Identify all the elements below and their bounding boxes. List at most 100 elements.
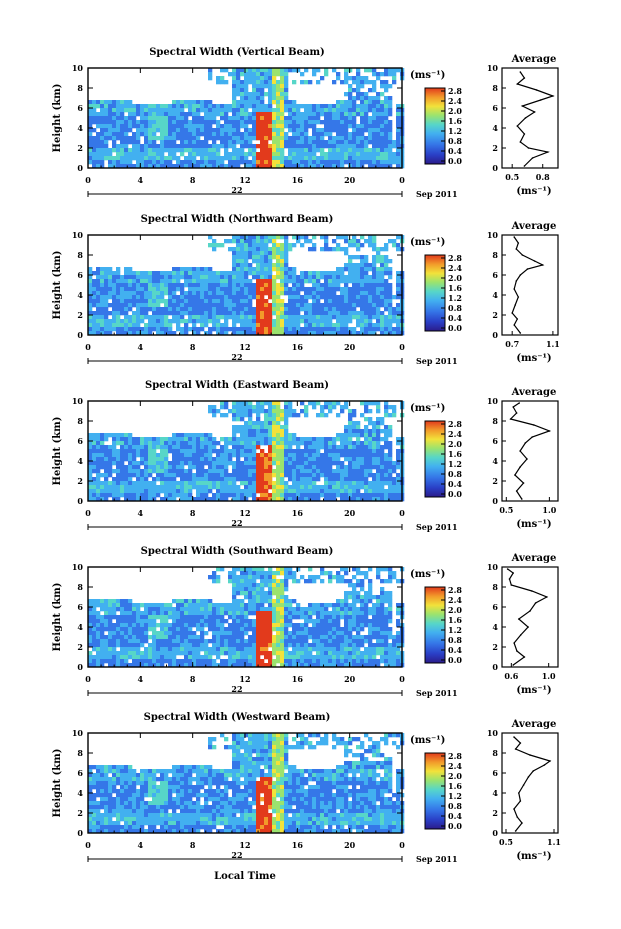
heatmap-cell xyxy=(348,136,353,141)
heatmap-cell xyxy=(216,104,221,109)
heatmap-cell xyxy=(356,80,361,85)
heatmap-cell xyxy=(324,295,329,300)
heatmap-cell xyxy=(192,311,197,316)
heatmap-cell xyxy=(384,465,389,470)
heatmap-cell xyxy=(284,409,289,414)
heatmap-cell xyxy=(324,497,329,502)
heatmap-cell xyxy=(128,303,133,308)
heatmap-cell xyxy=(356,239,361,244)
heatmap-cell xyxy=(312,140,317,145)
profile-point xyxy=(519,450,521,452)
heatmap-cell xyxy=(396,152,401,157)
heatmap-cell xyxy=(156,331,161,336)
heatmap-cell xyxy=(180,267,185,272)
heatmap-cell xyxy=(372,489,377,494)
heatmap-cell xyxy=(224,152,229,157)
heatmap-cell xyxy=(336,433,341,438)
heatmap-cell xyxy=(276,477,281,482)
heatmap-cell xyxy=(312,465,317,470)
profile-y-tick-label: 0 xyxy=(492,330,498,340)
heatmap-cell xyxy=(324,449,329,454)
heatmap-cell xyxy=(304,303,309,308)
heatmap-cell xyxy=(104,279,109,284)
heatmap-cell xyxy=(340,461,345,466)
chart-panel-2: Spectral Width (Northward Beam)0 4 8 12 16 20… xyxy=(52,214,560,366)
heatmap-cell xyxy=(148,659,153,664)
heatmap-cell xyxy=(356,128,361,133)
heatmap-cell xyxy=(392,497,397,502)
heatmap-cell xyxy=(92,461,97,466)
heatmap-cell xyxy=(388,441,393,446)
heatmap-cell xyxy=(200,120,205,125)
y-axis-label: Height (km) xyxy=(52,84,63,153)
heatmap-cell xyxy=(276,441,281,446)
heatmap-cell xyxy=(268,275,273,280)
heatmap-cell xyxy=(368,445,373,450)
heatmap-cell xyxy=(216,441,221,446)
heatmap-cell xyxy=(132,663,137,668)
heatmap-cell xyxy=(304,481,309,486)
heatmap-cell xyxy=(280,327,285,332)
profile-point xyxy=(531,436,533,438)
heatmap-cell xyxy=(388,453,393,458)
heatmap-cell xyxy=(320,307,325,312)
heatmap-cell xyxy=(144,469,149,474)
heatmap-cell xyxy=(96,100,101,105)
heatmap-cell xyxy=(208,287,213,292)
heatmap-cell xyxy=(244,441,249,446)
heatmap-cell xyxy=(224,449,229,454)
heatmap-cell xyxy=(380,92,385,97)
heatmap-cell xyxy=(256,84,261,89)
heatmap-cell xyxy=(144,445,149,450)
heatmap-cell xyxy=(160,108,165,113)
day-label: 22 xyxy=(231,352,242,362)
heatmap-cell xyxy=(156,473,161,478)
heatmap-cell xyxy=(196,477,201,482)
heatmap-cell xyxy=(376,307,381,312)
heatmap-cell xyxy=(100,599,105,604)
heatmap-cell xyxy=(136,331,141,336)
heatmap-cell xyxy=(228,124,233,129)
heatmap-cell xyxy=(312,473,317,478)
heatmap-cell xyxy=(364,433,369,438)
heatmap-cell xyxy=(148,655,153,660)
heatmap-cell xyxy=(248,283,253,288)
heatmap-cell xyxy=(364,100,369,105)
heatmap-cell xyxy=(120,643,125,648)
heatmap-cell xyxy=(136,453,141,458)
heatmap-cell xyxy=(360,401,365,406)
heatmap-cell xyxy=(280,156,285,161)
heatmap-cell xyxy=(176,112,181,117)
heatmap-cell xyxy=(296,493,301,498)
heatmap-cell xyxy=(156,307,161,312)
heatmap-cell xyxy=(136,299,141,304)
heatmap-cell xyxy=(144,647,149,652)
heatmap-cell xyxy=(288,433,293,438)
heatmap-cell xyxy=(372,104,377,109)
heatmap-cell xyxy=(376,437,381,442)
heatmap-cell xyxy=(196,287,201,292)
heatmap-cell xyxy=(116,663,121,668)
heatmap-cell xyxy=(88,331,93,336)
heatmap-cell xyxy=(128,469,133,474)
heatmap-cell xyxy=(232,449,237,454)
heatmap-cell xyxy=(328,401,333,406)
heatmap-cell xyxy=(252,331,257,336)
heatmap-cell xyxy=(132,275,137,280)
heatmap-cell xyxy=(356,279,361,284)
heatmap-cell xyxy=(244,433,249,438)
heatmap-cell xyxy=(312,319,317,324)
heatmap-cell xyxy=(276,247,281,252)
heatmap-cell xyxy=(240,303,245,308)
heatmap-cell xyxy=(112,489,117,494)
heatmap-cell xyxy=(232,481,237,486)
heatmap-cell xyxy=(276,96,281,101)
heatmap-cell xyxy=(332,164,337,169)
heatmap-cell xyxy=(292,140,297,145)
heatmap-cell xyxy=(380,437,385,442)
heatmap-cell xyxy=(252,255,257,260)
heatmap-cell xyxy=(192,116,197,121)
heatmap-cell xyxy=(156,303,161,308)
heatmap-cell xyxy=(292,271,297,276)
heatmap-cell xyxy=(300,481,305,486)
